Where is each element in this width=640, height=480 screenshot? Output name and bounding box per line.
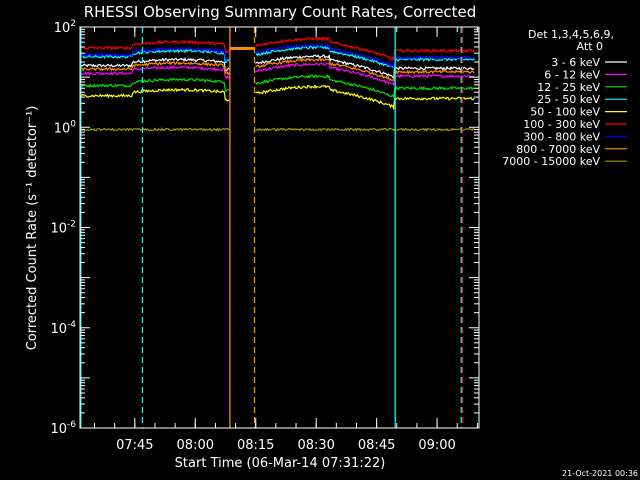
y-tick-label-4: 10-4 (50, 320, 76, 337)
x-tick-label-5: 08:45 (358, 438, 395, 453)
axes: 102 100 10-2 10-4 10-6 07:45 08:00 08:15 08:30 08… (50, 19, 479, 453)
chart-title: RHESSI Observing Summary Count Rates, Co… (84, 3, 477, 21)
y-tick-label-2: 100 (54, 119, 77, 136)
legend-label-6: 100 - 300 keV (523, 118, 600, 131)
x-tick-label-4: 08:30 (297, 438, 334, 453)
series-line-2 (81, 62, 475, 87)
plot-area (80, 27, 475, 428)
series-line-7 (80, 43, 475, 68)
legend-label-2: 6 - 12 keV (544, 68, 600, 81)
x-tick-label-2: 08:00 (177, 438, 214, 453)
y-axis-label: Corrected Count Rate (s⁻¹ detector⁻¹) (25, 106, 40, 351)
legend-label-9: 7000 - 15000 keV (502, 155, 600, 168)
series-line-5 (80, 84, 475, 111)
x-tick-label-3: 08:15 (237, 438, 274, 453)
legend-label-3: 12 - 25 keV (537, 81, 600, 94)
series-line-8 (80, 57, 475, 82)
plot-frame (79, 26, 480, 429)
legend-label-5: 50 - 100 keV (530, 106, 600, 119)
y-tick-label-1: 102 (54, 19, 76, 36)
x-axis-label: Start Time (06-Mar-14 07:31:22) (175, 456, 386, 471)
x-tick-label-1: 07:45 (116, 438, 153, 453)
gap-bar-1 (229, 46, 255, 50)
series-line-6 (80, 36, 475, 63)
y-tick-label-3: 10-2 (50, 220, 76, 237)
series-line-9 (80, 127, 475, 132)
x-tick-label-6: 09:00 (418, 438, 455, 453)
legend-header: Det 1,3,4,5,6,9, Att 0 (528, 28, 614, 53)
series-line-1 (80, 53, 475, 80)
legend-header-line-2: Att 0 (577, 40, 603, 53)
legend-label-7: 300 - 800 keV (523, 130, 600, 143)
series-line-3 (80, 73, 475, 99)
legend-label-1: 3 - 6 keV (551, 56, 600, 69)
y-tick-label-5: 10-6 (50, 420, 76, 437)
legend-label-8: 800 - 7000 keV (516, 143, 600, 156)
legend-header-line-1: Det 1,3,4,5,6,9, (528, 28, 614, 41)
footer-timestamp: 21-Oct-2021 00:36 (562, 469, 638, 478)
legend-label-4: 25 - 50 keV (537, 93, 600, 106)
